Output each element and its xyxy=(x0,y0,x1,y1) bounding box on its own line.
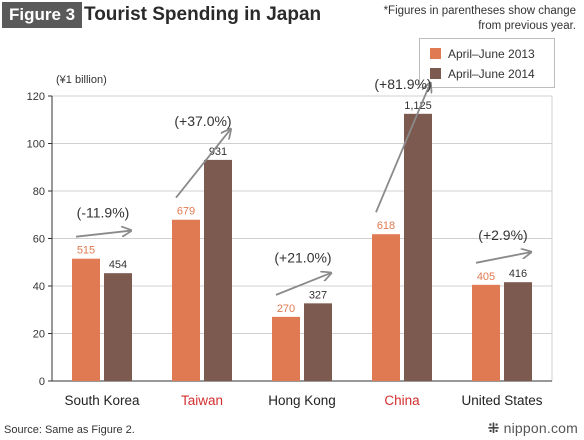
x-category-label: Hong Kong xyxy=(268,393,336,408)
bar-value-label: 416 xyxy=(509,268,527,280)
y-tick-label: 20 xyxy=(33,329,45,341)
bar-2014 xyxy=(204,159,232,381)
y-tick-label: 120 xyxy=(27,91,45,103)
dotted-rays-icon: ⁜ xyxy=(487,420,500,436)
bar-value-label: 679 xyxy=(177,206,195,218)
bar-2013 xyxy=(72,258,100,381)
x-category-label: United States xyxy=(461,393,542,408)
legend: April–June 2013 April–June 2014 xyxy=(419,38,555,88)
bar-value-label: 515 xyxy=(77,245,95,257)
legend-label-2014: April–June 2014 xyxy=(448,67,535,81)
bar-2014 xyxy=(404,113,432,381)
bar-value-label: 327 xyxy=(309,289,327,301)
y-tick-label: 40 xyxy=(33,281,45,293)
figure-label: Figure 3 xyxy=(2,2,83,28)
y-tick-label: 0 xyxy=(39,376,45,388)
y-axis-unit-label: (¥1 billion) xyxy=(56,74,107,86)
bar-value-label: 270 xyxy=(277,303,295,315)
legend-swatch-2014 xyxy=(430,68,441,79)
change-label: (+21.0%) xyxy=(274,250,331,266)
change-label: (-11.9%) xyxy=(77,205,130,221)
change-arrow xyxy=(275,273,330,296)
change-label: (+2.9%) xyxy=(478,227,527,243)
x-category-label: South Korea xyxy=(64,393,140,408)
nippon-logo: ⁜ nippon.com xyxy=(488,420,578,437)
bar-2014 xyxy=(504,282,532,381)
bar-value-label: 931 xyxy=(209,146,227,158)
bar-2013 xyxy=(472,284,500,381)
change-arrow xyxy=(175,130,230,199)
legend-label-2013: April–June 2013 xyxy=(448,47,535,61)
source-note: Source: Same as Figure 2. xyxy=(4,424,135,436)
chart-title: Tourist Spending in Japan xyxy=(84,4,322,25)
y-tick-label: 60 xyxy=(33,234,45,246)
legend-swatch-2013 xyxy=(430,48,441,59)
bar-value-label: 405 xyxy=(477,271,495,283)
bar-2013 xyxy=(372,234,400,381)
bar-value-label: 1,125 xyxy=(404,100,432,112)
x-category-label: China xyxy=(384,393,420,408)
bar-value-label: 454 xyxy=(109,259,127,271)
change-label: (+37.0%) xyxy=(174,113,231,129)
y-tick-label: 100 xyxy=(27,139,45,151)
legend-item-2013: April–June 2013 xyxy=(430,47,535,61)
y-tick-label: 80 xyxy=(33,186,45,198)
bar-2013 xyxy=(272,316,300,381)
change-arrow xyxy=(475,252,530,264)
footnote-note: *Figures in parentheses show change from… xyxy=(383,5,576,32)
bar-2013 xyxy=(172,219,200,381)
bar-2014 xyxy=(304,303,332,381)
change-label: (+81.9%) xyxy=(374,76,431,92)
x-category-label: Taiwan xyxy=(181,393,223,408)
change-arrow xyxy=(75,231,130,238)
legend-item-2014: April–June 2014 xyxy=(430,67,535,81)
bar-2014 xyxy=(104,273,132,381)
logo-text: nippon.com xyxy=(503,420,578,436)
bar-value-label: 618 xyxy=(377,220,395,232)
change-arrow xyxy=(375,84,430,213)
